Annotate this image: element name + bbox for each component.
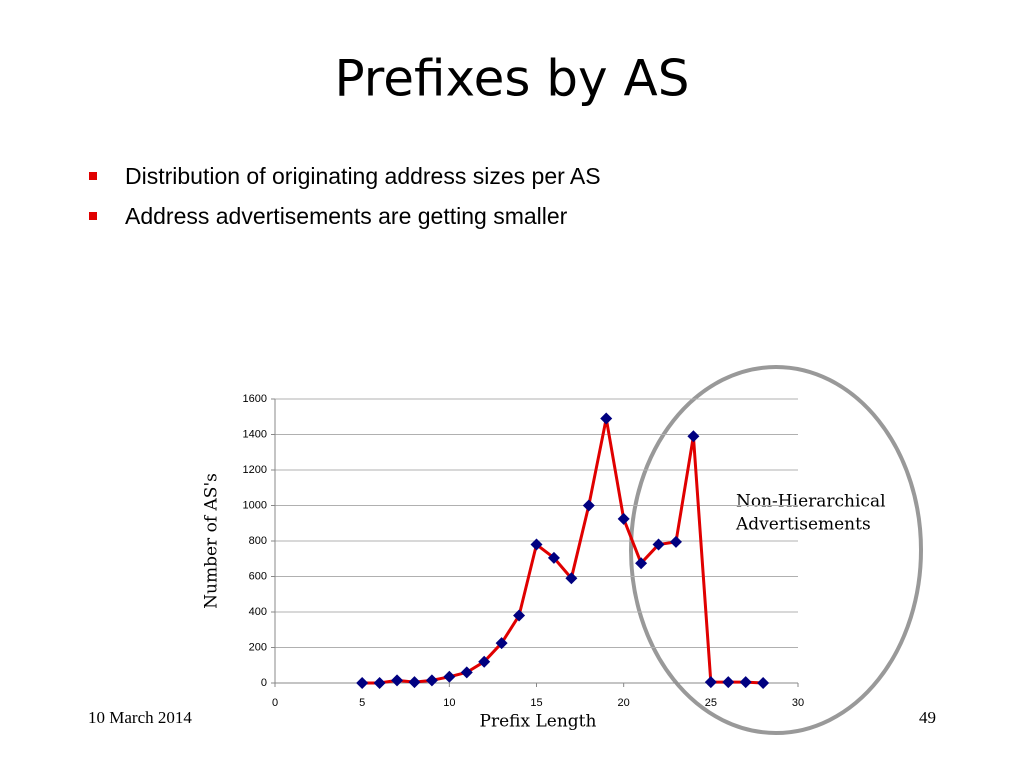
data-point [391, 674, 404, 687]
bullet-marker [89, 212, 97, 220]
x-tick-label: 0 [272, 697, 278, 709]
footer-date: 10 March 2014 [88, 708, 192, 727]
data-point [582, 499, 595, 512]
x-tick-label: 15 [530, 697, 542, 709]
x-tick-label: 25 [705, 697, 717, 709]
page-number: 49 [919, 708, 936, 727]
x-tick-label: 10 [443, 697, 455, 709]
data-point [495, 637, 508, 650]
data-point [669, 535, 682, 548]
y-tick-label: 200 [249, 641, 267, 653]
data-point [513, 609, 526, 622]
annotation: Advertisements [735, 515, 871, 535]
y-axis-label: Number of AS's [202, 473, 222, 609]
annotation: Non-Hierarchical [736, 492, 886, 512]
x-axis-label: Prefix Length [480, 712, 597, 732]
data-point [600, 412, 613, 425]
data-point [565, 572, 578, 585]
x-tick-label: 30 [792, 697, 804, 709]
y-tick-label: 800 [249, 535, 267, 547]
data-point [687, 430, 700, 443]
slide-title: Prefixes by AS [335, 50, 690, 108]
y-tick-label: 400 [249, 606, 267, 618]
x-tick-label: 5 [359, 697, 365, 709]
data-point [408, 676, 421, 689]
data-point [530, 538, 543, 551]
bullet: Address advertisements are getting small… [125, 203, 568, 229]
data-point [373, 677, 386, 689]
data-point [704, 676, 717, 689]
y-tick-label: 0 [261, 677, 267, 689]
data-point [478, 655, 491, 668]
data-point [739, 676, 752, 689]
data-point [460, 666, 473, 679]
data-point [425, 674, 438, 687]
data-point [652, 538, 665, 551]
data-point [635, 557, 648, 570]
y-tick-label: 1600 [243, 393, 267, 405]
highlight-ellipse [629, 365, 923, 735]
data-point [356, 677, 369, 689]
bullet: Distribution of originating address size… [125, 163, 601, 189]
y-tick-label: 1000 [243, 499, 267, 511]
data-point [443, 670, 456, 683]
data-point [547, 551, 560, 564]
y-tick-label: 1200 [243, 464, 267, 476]
data-point [722, 676, 735, 689]
x-tick-label: 20 [618, 697, 630, 709]
data-point [617, 512, 630, 525]
y-tick-label: 600 [249, 570, 267, 582]
data-point [757, 677, 770, 689]
y-tick-label: 1400 [243, 428, 267, 440]
bullet-marker [89, 172, 97, 180]
